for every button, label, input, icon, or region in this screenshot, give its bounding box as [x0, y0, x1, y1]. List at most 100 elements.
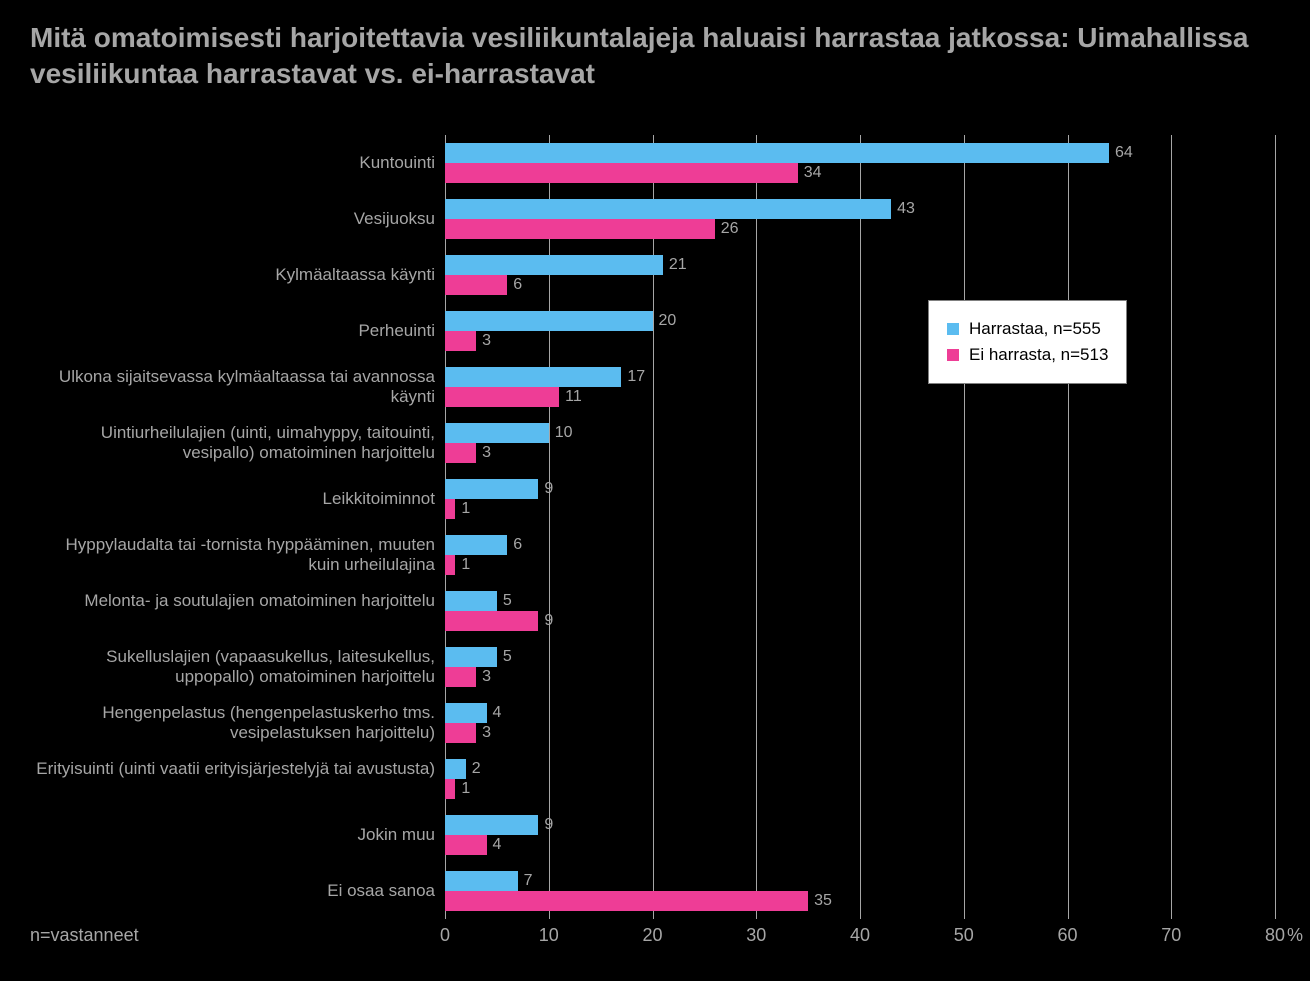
bar	[445, 443, 476, 463]
bar-value-label: 3	[482, 723, 491, 743]
bar-value-label: 21	[669, 255, 687, 275]
bar-value-label: 4	[493, 703, 502, 723]
bar	[445, 611, 538, 631]
x-tick-label: 0	[440, 925, 450, 946]
bar-value-label: 35	[814, 891, 832, 911]
bar	[445, 311, 653, 331]
footnote: n=vastanneet	[30, 925, 139, 946]
bar-value-label: 3	[482, 331, 491, 351]
legend-swatch	[947, 349, 959, 361]
legend-item: Harrastaa, n=555	[947, 319, 1108, 339]
chart-title: Mitä omatoimisesti harjoitettavia vesili…	[0, 0, 1310, 103]
legend-label: Harrastaa, n=555	[969, 319, 1101, 339]
bar-value-label: 5	[503, 647, 512, 667]
bar	[445, 667, 476, 687]
category-label: Hyppylaudalta tai -tornista hyppääminen,…	[35, 535, 435, 574]
x-tick-label: 40	[850, 925, 870, 946]
bar-value-label: 64	[1115, 143, 1133, 163]
bar-value-label: 2	[472, 759, 481, 779]
category-label: Vesijuoksu	[35, 209, 435, 229]
category-label: Kuntouinti	[35, 153, 435, 173]
category-label: Ei osaa sanoa	[35, 881, 435, 901]
bar-value-label: 20	[659, 311, 677, 331]
chart-area: 64344326216203171110391615953432194735 n…	[30, 135, 1280, 935]
bar	[445, 779, 455, 799]
bar-value-label: 34	[804, 163, 822, 183]
x-axis-unit: %	[1287, 925, 1303, 946]
grid-line	[549, 135, 550, 919]
grid-line	[653, 135, 654, 919]
bar-value-label: 1	[461, 555, 470, 575]
x-tick-label: 70	[1161, 925, 1181, 946]
bar	[445, 199, 891, 219]
bar-value-label: 43	[897, 199, 915, 219]
category-label: Ulkona sijaitsevassa kylmäaltaassa tai a…	[35, 367, 435, 406]
category-label: Jokin muu	[35, 825, 435, 845]
grid-line	[860, 135, 861, 919]
bar	[445, 555, 455, 575]
x-tick-label: 10	[539, 925, 559, 946]
legend: Harrastaa, n=555 Ei harrasta, n=513	[928, 300, 1127, 384]
bar	[445, 387, 559, 407]
bar-value-label: 6	[513, 275, 522, 295]
grid-line	[756, 135, 757, 919]
bar	[445, 835, 487, 855]
x-tick-label: 30	[746, 925, 766, 946]
x-tick-label: 80	[1265, 925, 1285, 946]
bar	[445, 647, 497, 667]
bar-value-label: 1	[461, 499, 470, 519]
category-label: Hengenpelastus (hengenpelastuskerho tms.…	[35, 703, 435, 742]
grid-line	[964, 135, 965, 919]
bar	[445, 219, 715, 239]
bar	[445, 535, 507, 555]
bar	[445, 815, 538, 835]
bar	[445, 891, 808, 911]
bar	[445, 255, 663, 275]
legend-label: Ei harrasta, n=513	[969, 345, 1108, 365]
bar-value-label: 6	[513, 535, 522, 555]
bar-value-label: 11	[565, 387, 582, 407]
category-label: Erityisuinti (uinti vaatii erityisjärjes…	[35, 759, 435, 779]
bar	[445, 871, 518, 891]
bar-value-label: 1	[461, 779, 470, 799]
bar	[445, 723, 476, 743]
bar-value-label: 7	[524, 871, 533, 891]
x-tick-label: 20	[642, 925, 662, 946]
grid-line	[1068, 135, 1069, 919]
bar-value-label: 17	[627, 367, 645, 387]
legend-swatch	[947, 323, 959, 335]
x-tick-label: 50	[954, 925, 974, 946]
category-label: Uintiurheilulajien (uinti, uimahyppy, ta…	[35, 423, 435, 462]
category-label: Sukelluslajien (vapaasukellus, laitesuke…	[35, 647, 435, 686]
category-label: Kylmäaltaassa käynti	[35, 265, 435, 285]
bar	[445, 275, 507, 295]
bar-value-label: 3	[482, 443, 491, 463]
bar	[445, 143, 1109, 163]
bar	[445, 367, 621, 387]
grid-line	[445, 135, 446, 919]
bar-value-label: 26	[721, 219, 739, 239]
bar-value-label: 10	[555, 423, 573, 443]
bar	[445, 759, 466, 779]
bar-value-label: 9	[544, 611, 553, 631]
category-label: Leikkitoiminnot	[35, 489, 435, 509]
bar-value-label: 4	[493, 835, 502, 855]
bar	[445, 703, 487, 723]
category-label: Melonta- ja soutulajien omatoiminen harj…	[35, 591, 435, 611]
bar	[445, 479, 538, 499]
grid-line	[1275, 135, 1276, 919]
bar	[445, 591, 497, 611]
bar	[445, 331, 476, 351]
bar	[445, 499, 455, 519]
legend-item: Ei harrasta, n=513	[947, 345, 1108, 365]
bar	[445, 423, 549, 443]
bar-value-label: 3	[482, 667, 491, 687]
x-tick-label: 60	[1057, 925, 1077, 946]
bar-value-label: 5	[503, 591, 512, 611]
bar	[445, 163, 798, 183]
plot-region: 64344326216203171110391615953432194735	[445, 135, 1275, 919]
grid-line	[1171, 135, 1172, 919]
category-label: Perheuinti	[35, 321, 435, 341]
bar-value-label: 9	[544, 815, 553, 835]
bar-value-label: 9	[544, 479, 553, 499]
